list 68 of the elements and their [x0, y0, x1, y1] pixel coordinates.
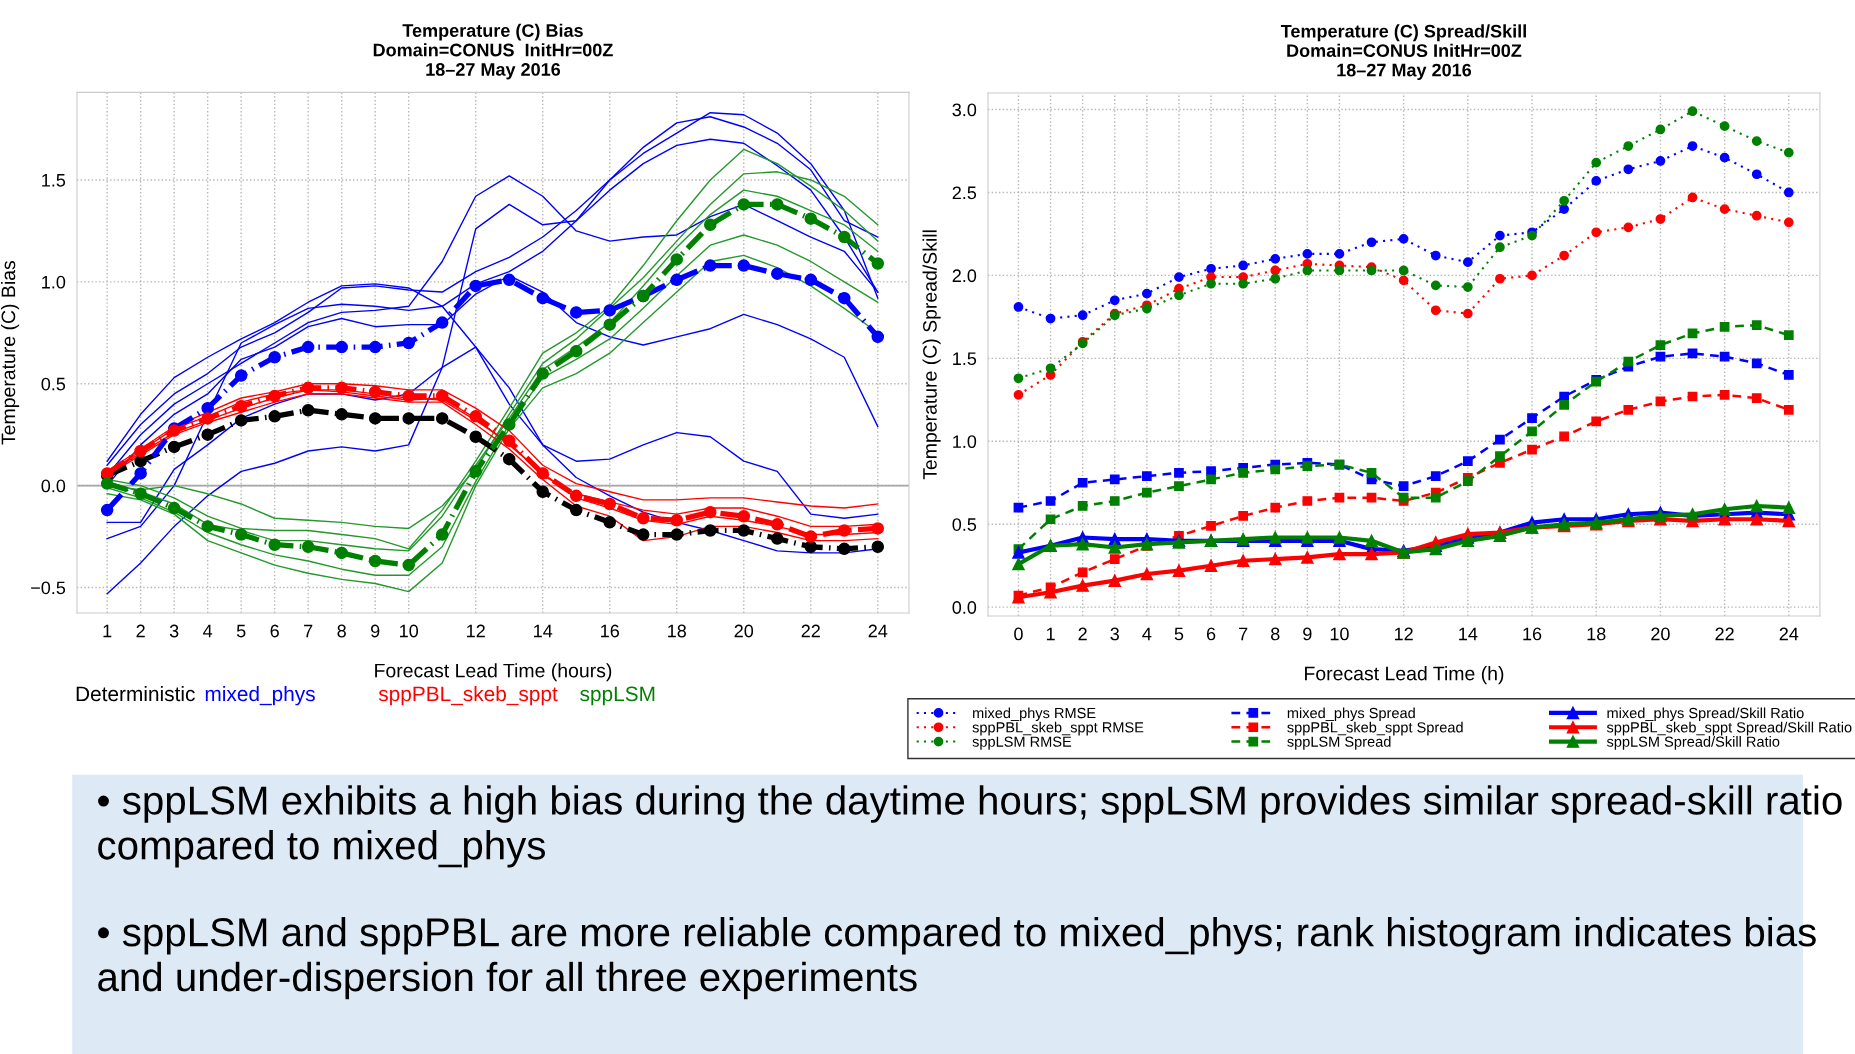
chart-title: Temperature (C) Bias Domain=CONUS InitHr=00Z 18–27 May 2016	[373, 23, 613, 80]
x-tick-label: 9	[1303, 627, 1312, 641]
y-tick-label: 0.5	[41, 377, 66, 391]
x-tick-label: 10	[1330, 627, 1349, 641]
y-tick-label: 1.5	[953, 352, 977, 366]
x-tick-label: 20	[1651, 627, 1670, 641]
y-tick-label: 3.0	[952, 103, 977, 117]
x-tick-label: 8	[1271, 627, 1280, 641]
chart-title: Temperature (C) Spread/Skill Domain=CONUS InitHr=00Z 18–27 May 2016	[1280, 24, 1526, 81]
x-tick-label: 1	[1046, 627, 1055, 641]
x-tick-label: 3	[1110, 627, 1119, 641]
x-tick-label: 14	[534, 624, 553, 638]
legend-label: sppLSM Spread/Skill Ratio	[1606, 736, 1780, 750]
legend-label: sppLSM Spread	[1287, 736, 1391, 750]
x-tick-label: 6	[270, 624, 279, 638]
x-tick-label: 9	[371, 624, 380, 638]
y-tick-label: 0.0	[41, 479, 66, 493]
x-tick-label: 16	[601, 624, 619, 638]
x-tick-label: 22	[801, 624, 820, 638]
x-tick-label: 4	[203, 624, 213, 638]
y-tick-label: 0.0	[952, 601, 977, 614]
legend-label: mixed_phys RMSE	[973, 707, 1096, 722]
x-tick-label: 10	[400, 624, 419, 638]
x-tick-label: 3	[169, 624, 179, 638]
x-tick-label: 5	[1174, 627, 1184, 641]
y-tick-label: 0.5	[952, 518, 977, 531]
legend-label: sppPBL_skeb_sppt Spread/Skill Ratio	[1606, 721, 1852, 736]
x-tick-label: 20	[734, 624, 754, 638]
x-tick-label: 18	[1587, 627, 1606, 641]
x-tick-label: 12	[1394, 627, 1413, 641]
legend-label: sppPBL_skeb_sppt Spread	[1287, 721, 1463, 736]
y-tick-label: −0.5	[31, 581, 66, 595]
x-tick-label: 0	[1014, 627, 1023, 641]
y-tick-label: 1.5	[42, 174, 66, 187]
x-axis-title: Forecast Lead Time (hours)	[375, 663, 612, 682]
x-tick-label: 12	[467, 624, 485, 638]
x-tick-label: 5	[236, 624, 246, 638]
legend-label: sppPBL_skeb_sppt RMSE	[972, 721, 1144, 736]
legend-label: mixed_phys Spread	[1287, 707, 1415, 722]
x-tick-label: 6	[1206, 627, 1216, 641]
x-tick-label: 22	[1715, 627, 1734, 641]
x-tick-label: 2	[136, 624, 145, 638]
x-tick-label: 2	[1078, 627, 1087, 641]
x-tick-label: 18	[668, 624, 687, 638]
text: Deterministic	[76, 685, 195, 702]
x-tick-label: 16	[1523, 627, 1542, 641]
y-axis-title: Temperature (C) Bias	[0, 260, 20, 445]
x-tick-label: 14	[1459, 627, 1478, 641]
text: sppLSM	[580, 686, 655, 706]
legend-label: mixed_phys Spread/Skill Ratio	[1607, 707, 1804, 722]
y-tick-label: 2.5	[952, 186, 977, 200]
text: • sppLSM exhibits a high bias during the daytime hours; sppLSM provides similar spread-skill ratio compared to mixed_phys	[98, 785, 1842, 868]
x-tick-label: 24	[868, 624, 888, 638]
text: sppPBL_skeb_sppt	[378, 685, 558, 706]
y-tick-label: 2.0	[952, 269, 977, 283]
x-tick-label: 7	[304, 624, 313, 638]
x-tick-label: 24	[1779, 627, 1799, 641]
y-tick-label: 1.0	[953, 435, 977, 449]
text: • sppLSM and sppPBL are more reliable compared to mixed_phys; rank histogram indicates bias and under-dispersion for all three experiments	[98, 916, 1816, 1000]
x-axis-title: Forecast Lead Time (h)	[1305, 666, 1504, 685]
x-tick-label: 7	[1239, 627, 1248, 641]
x-tick-label: 4	[1142, 627, 1152, 641]
legend-label: sppLSM RMSE	[972, 736, 1072, 750]
text: mixed_phys	[205, 685, 315, 706]
x-tick-label: 8	[337, 624, 346, 638]
y-axis-title: Temperature (C) Spread/Skill	[922, 230, 941, 480]
y-tick-label: 1.0	[42, 275, 66, 289]
x-tick-label: 1	[103, 624, 112, 638]
